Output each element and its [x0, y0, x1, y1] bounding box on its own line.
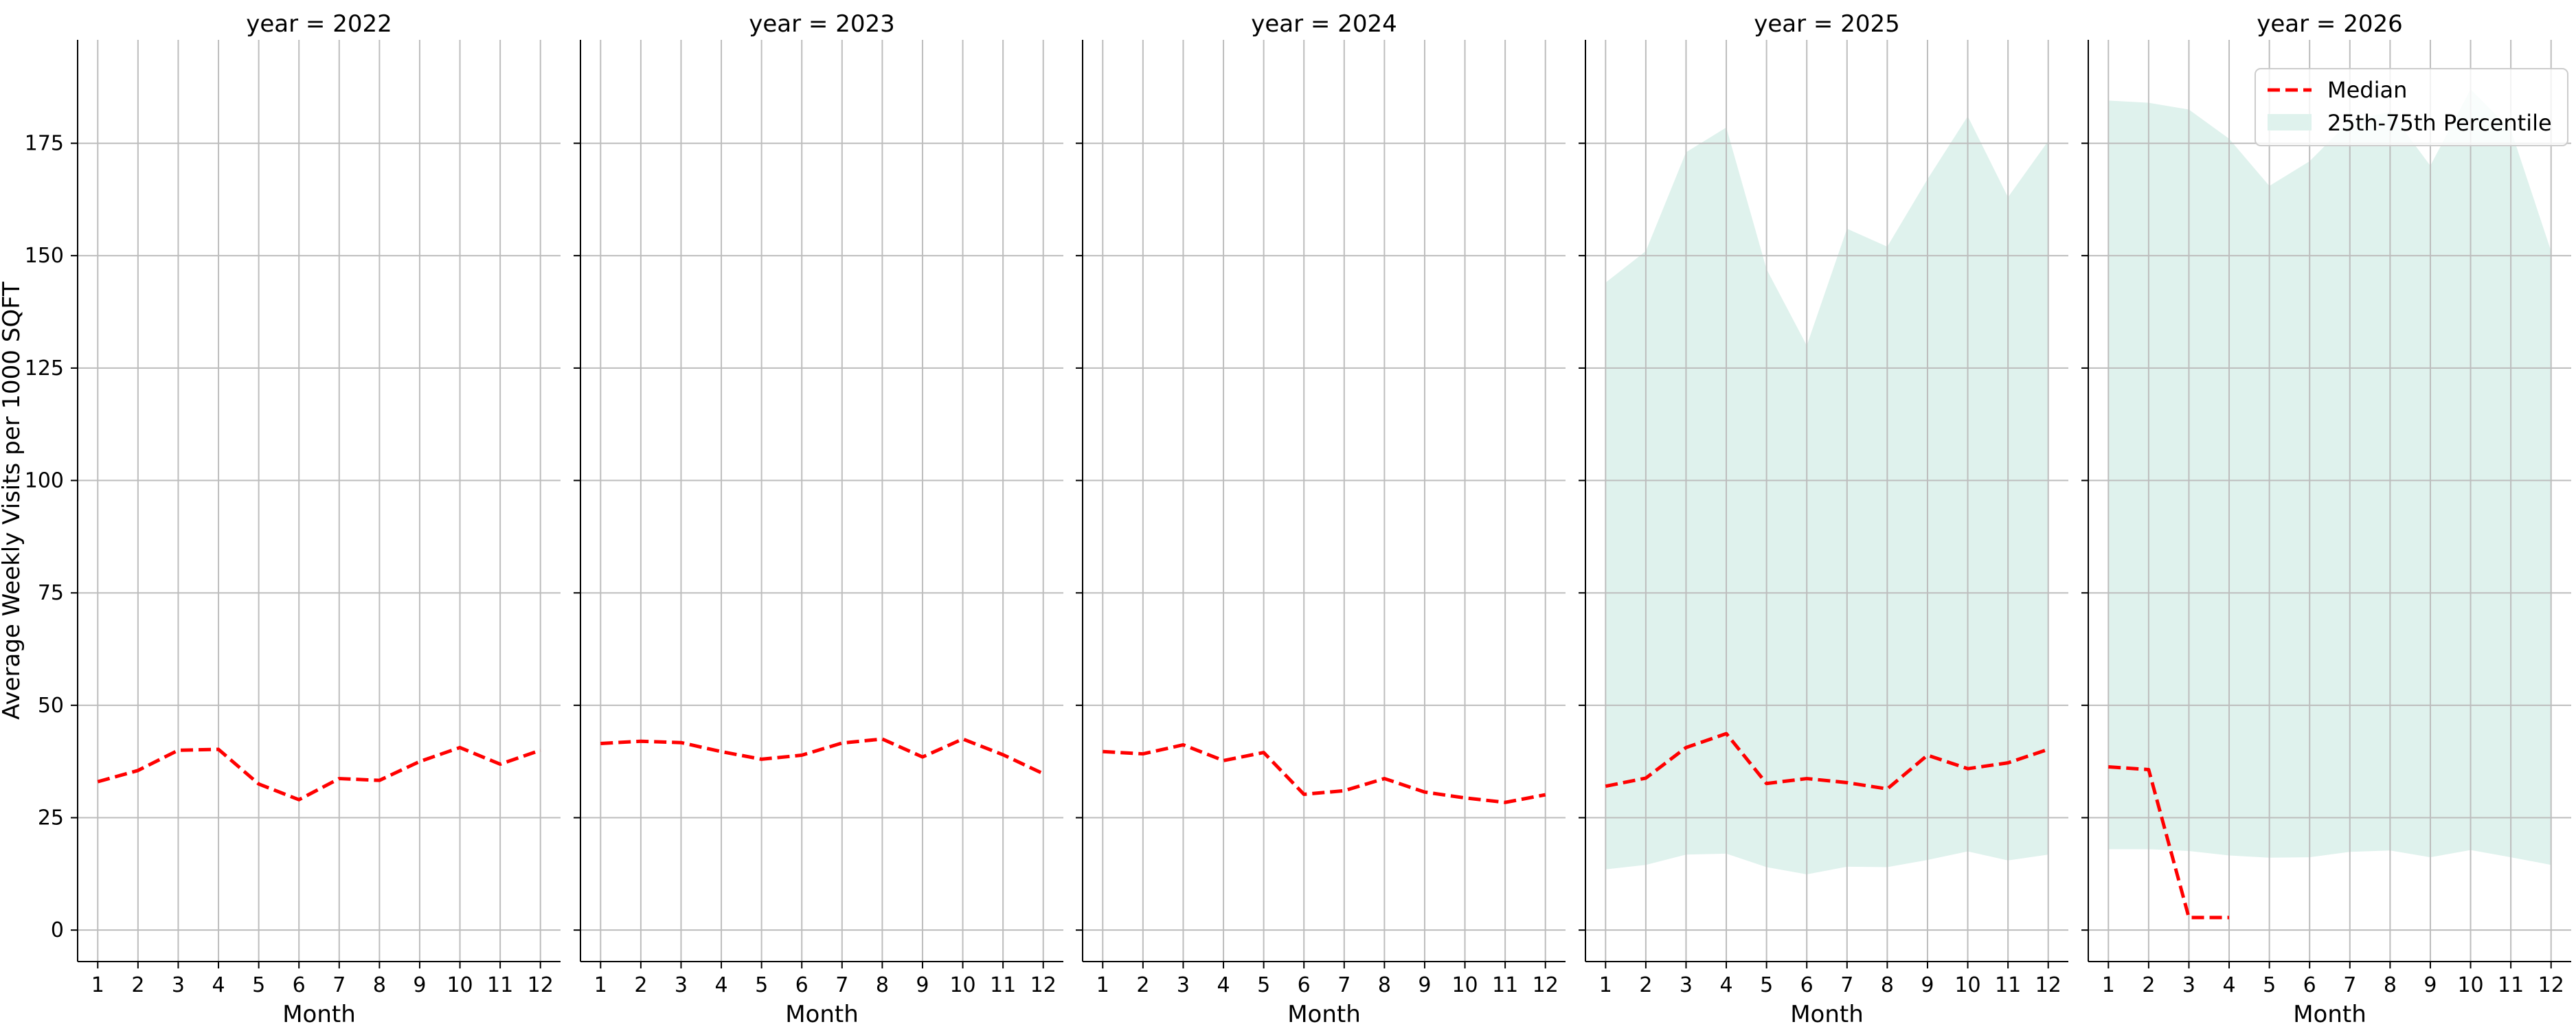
x-tick-label: 9 [2424, 973, 2437, 997]
x-tick-label: 6 [293, 973, 306, 997]
x-tick-label: 12 [1533, 973, 1559, 997]
x-tick-label: 2 [2142, 973, 2155, 997]
x-tick-label: 6 [2303, 973, 2316, 997]
x-tick-label: 5 [252, 973, 265, 997]
x-tick-label: 4 [2222, 973, 2235, 997]
x-tick-label: 12 [2035, 973, 2061, 997]
x-tick-label: 3 [1177, 973, 1190, 997]
y-tick-label: 0 [51, 918, 64, 942]
median-line [2108, 765, 2230, 920]
x-tick-label: 8 [2384, 973, 2397, 997]
x-tick-label: 7 [1337, 973, 1351, 997]
x-tick-label: 12 [1030, 973, 1057, 997]
x-tick-label: 9 [413, 973, 426, 997]
x-tick-label: 8 [373, 973, 386, 997]
x-tick-label: 5 [755, 973, 768, 997]
x-tick-label: 3 [1680, 973, 1693, 997]
legend-band-swatch [2268, 114, 2312, 130]
x-tick-label: 1 [1096, 973, 1109, 997]
x-tick-label: 5 [1257, 973, 1270, 997]
percentile-band [2108, 89, 2551, 865]
median-line [1605, 731, 2049, 791]
x-tick-label: 9 [1418, 973, 1431, 997]
x-axis-label: Month [1287, 1001, 1361, 1028]
x-tick-label: 1 [91, 973, 104, 997]
x-tick-label: 11 [2498, 973, 2524, 997]
median-line [97, 745, 541, 802]
x-tick-label: 9 [916, 973, 929, 997]
x-tick-label: 9 [1921, 973, 1934, 997]
x-tick-label: 6 [1298, 973, 1311, 997]
x-tick-label: 10 [1451, 973, 1478, 997]
x-tick-label: 11 [1492, 973, 1518, 997]
x-axis-label: Month [282, 1001, 356, 1028]
x-tick-label: 3 [675, 973, 688, 997]
y-tick-label: 75 [38, 581, 64, 605]
x-tick-label: 8 [1881, 973, 1894, 997]
x-tick-label: 10 [1954, 973, 1980, 997]
x-tick-label: 6 [1800, 973, 1814, 997]
x-tick-label: 10 [949, 973, 975, 997]
x-tick-label: 12 [528, 973, 554, 997]
x-tick-label: 11 [1995, 973, 2021, 997]
x-tick-label: 4 [212, 973, 225, 997]
x-tick-label: 7 [835, 973, 848, 997]
y-tick-label: 125 [25, 356, 64, 381]
legend-band-label: 25th-75th Percentile [2327, 110, 2552, 136]
x-tick-label: 6 [795, 973, 809, 997]
x-axis-label: Month [785, 1001, 859, 1028]
x-tick-label: 1 [2102, 973, 2115, 997]
percentile-band [1605, 116, 2048, 875]
x-tick-label: 3 [172, 973, 185, 997]
x-tick-label: 4 [1217, 973, 1230, 997]
x-tick-label: 5 [2263, 973, 2276, 997]
x-tick-label: 5 [1760, 973, 1773, 997]
x-tick-label: 4 [1719, 973, 1732, 997]
x-tick-label: 11 [990, 973, 1016, 997]
panel-title: year = 2023 [749, 10, 894, 38]
y-tick-label: 25 [38, 806, 64, 830]
panel-title: year = 2025 [1754, 10, 1899, 38]
x-tick-label: 3 [2182, 973, 2195, 997]
x-tick-label: 10 [2457, 973, 2483, 997]
x-tick-label: 8 [876, 973, 889, 997]
x-axis-label: Month [1790, 1001, 1864, 1028]
x-tick-label: 2 [1136, 973, 1149, 997]
legend-box [2255, 68, 2568, 146]
x-tick-label: 1 [1599, 973, 1612, 997]
median-line [600, 737, 1044, 775]
x-tick-label: 2 [634, 973, 647, 997]
y-tick-label: 150 [25, 244, 64, 268]
panel-title: year = 2026 [2257, 10, 2402, 38]
x-tick-label: 7 [1840, 973, 1853, 997]
x-tick-label: 2 [131, 973, 144, 997]
panel-title: year = 2022 [246, 10, 392, 38]
x-tick-label: 12 [2538, 973, 2564, 997]
median-line [1103, 742, 1546, 804]
x-tick-label: 7 [2343, 973, 2356, 997]
y-axis-label: Average Weekly Visits per 1000 SQFT [0, 282, 25, 720]
x-tick-label: 2 [1639, 973, 1652, 997]
y-tick-label: 50 [38, 694, 64, 718]
x-tick-label: 11 [487, 973, 513, 997]
legend: Median 25th-75th Percentile [2255, 68, 2568, 146]
x-tick-label: 1 [594, 973, 607, 997]
x-tick-label: 8 [1378, 973, 1391, 997]
x-tick-label: 7 [332, 973, 346, 997]
legend-median-label: Median [2327, 77, 2407, 103]
y-tick-label: 175 [25, 132, 64, 156]
x-tick-label: 10 [447, 973, 473, 997]
x-axis-label: Month [2293, 1001, 2366, 1028]
panel-title: year = 2024 [1251, 10, 1397, 38]
y-tick-label: 100 [25, 469, 64, 493]
x-tick-label: 4 [714, 973, 727, 997]
